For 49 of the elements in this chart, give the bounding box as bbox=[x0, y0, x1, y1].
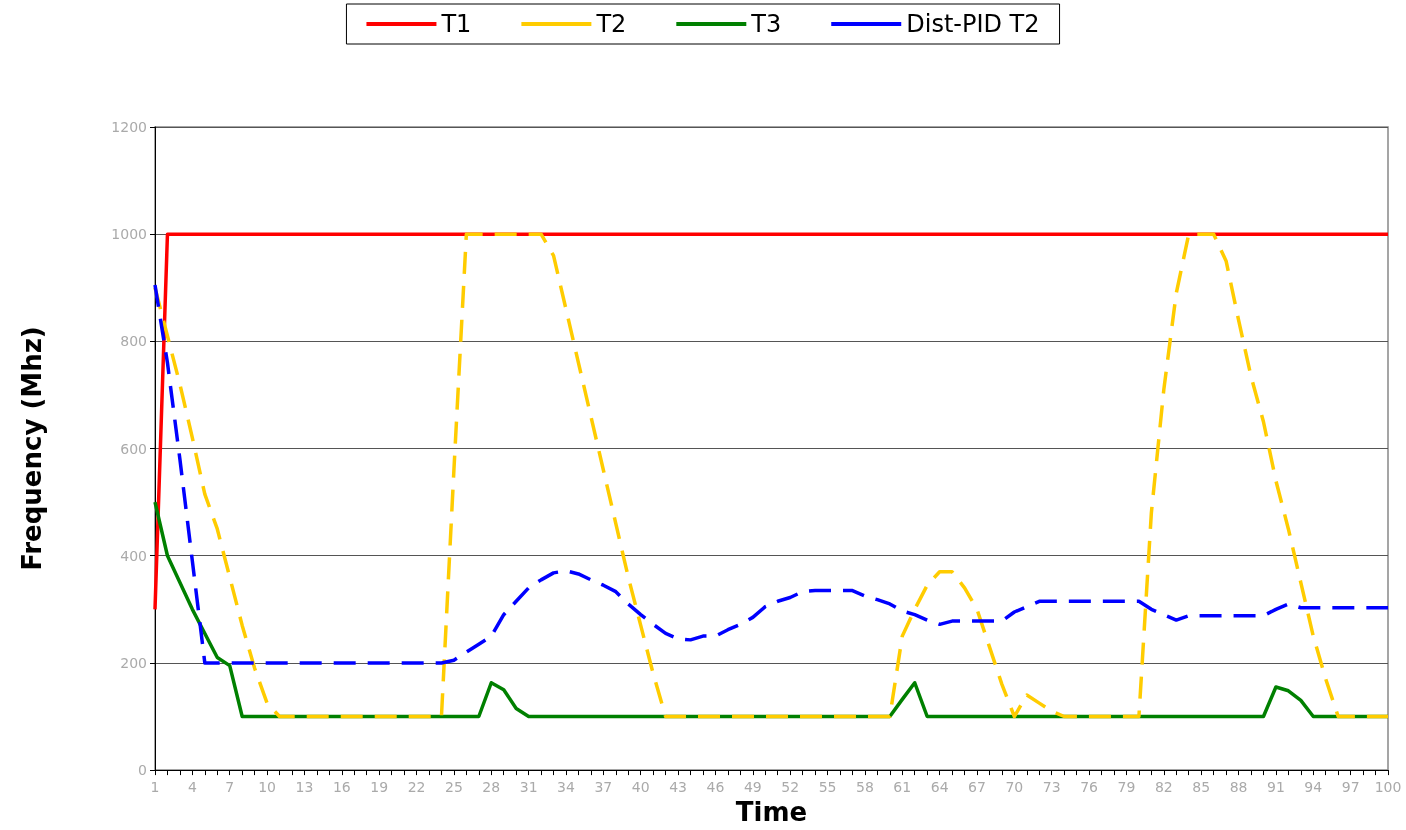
x-tick-label: 10 bbox=[258, 779, 276, 796]
x-tick-label: 40 bbox=[631, 779, 650, 796]
x-tick-label: 67 bbox=[968, 779, 986, 796]
y-tick-label: 800 bbox=[120, 333, 147, 350]
x-tick-label: 52 bbox=[781, 779, 800, 796]
y-tick-label: 600 bbox=[120, 440, 147, 457]
x-tick-label: 100 bbox=[1374, 779, 1402, 796]
x-tick-label: 46 bbox=[706, 779, 725, 796]
x-tick-label: 70 bbox=[1005, 779, 1024, 796]
x-tick-label: 85 bbox=[1192, 779, 1211, 796]
x-tick-label: 4 bbox=[187, 779, 197, 796]
x-tick-label: 13 bbox=[295, 779, 314, 796]
x-tick-label: 82 bbox=[1154, 779, 1173, 796]
x-tick-label: 61 bbox=[893, 779, 912, 796]
y-tick-label: 1200 bbox=[111, 119, 147, 135]
line-series bbox=[153, 283, 1390, 665]
x-tick-label: 28 bbox=[482, 779, 501, 796]
x-tick-label: 55 bbox=[818, 779, 837, 796]
x-tick-label: 79 bbox=[1117, 779, 1136, 796]
legend-label: Dist-PID T2 bbox=[906, 10, 1040, 38]
y-tick-label: 400 bbox=[120, 547, 147, 564]
x-tick-label: 7 bbox=[225, 779, 235, 796]
legend-label: T3 bbox=[750, 10, 782, 38]
x-tick-label: 73 bbox=[1042, 779, 1061, 796]
x-tick-label: 94 bbox=[1304, 779, 1323, 796]
line-series bbox=[153, 232, 1390, 719]
x-tick-label: 58 bbox=[856, 779, 874, 796]
y-axis-title: Frequency (Mhz) bbox=[17, 326, 47, 571]
legend-label: T1 bbox=[440, 10, 472, 38]
y-tick-label: 1000 bbox=[111, 226, 147, 243]
x-tick-label: 88 bbox=[1229, 779, 1248, 796]
x-tick-label: 76 bbox=[1080, 779, 1099, 796]
x-tick-label: 34 bbox=[557, 779, 575, 796]
legend-label: T2 bbox=[595, 10, 627, 38]
x-tick-label: 43 bbox=[669, 779, 687, 796]
x-tick-label: 31 bbox=[519, 779, 538, 796]
y-tick-label: 200 bbox=[120, 654, 147, 671]
x-tick-label: 1 bbox=[150, 779, 160, 796]
x-tick-label: 49 bbox=[743, 779, 762, 796]
y-tick-label: 0 bbox=[138, 762, 147, 779]
x-tick-label: 64 bbox=[930, 779, 949, 796]
x-tick-label: 19 bbox=[370, 779, 389, 796]
x-tick-label: 16 bbox=[332, 779, 351, 796]
x-tick-label: 37 bbox=[594, 779, 613, 796]
x-tick-label: 25 bbox=[445, 779, 463, 796]
x-tick-label: 22 bbox=[407, 779, 426, 796]
x-axis-title: Time bbox=[735, 797, 808, 827]
x-tick-label: 91 bbox=[1266, 779, 1285, 796]
x-tick-label: 97 bbox=[1341, 779, 1360, 796]
